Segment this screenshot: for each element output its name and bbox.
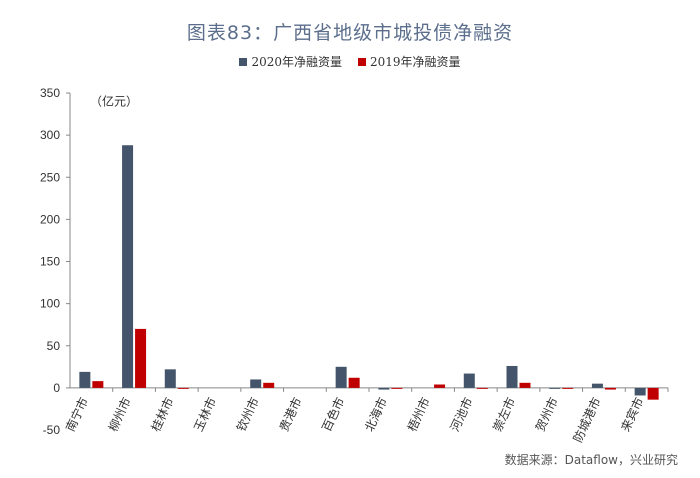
bar-2020 bbox=[164, 369, 176, 388]
source-note: 数据来源：Dataflow，兴业研究 bbox=[504, 453, 678, 467]
y-unit-label: （亿元） bbox=[90, 94, 138, 109]
bar-2020 bbox=[463, 373, 475, 388]
y-tick-label: 250 bbox=[40, 170, 60, 184]
y-tick-label: 350 bbox=[40, 86, 60, 100]
bar-2020 bbox=[591, 383, 603, 388]
bar-2020 bbox=[335, 366, 347, 388]
x-category-label: 南宁市 bbox=[62, 395, 91, 434]
x-category-label: 防城港市 bbox=[570, 395, 604, 445]
bar-2020 bbox=[549, 387, 561, 389]
bar-2019 bbox=[647, 387, 659, 400]
legend-item-2019: 2019年净融资量 bbox=[358, 53, 461, 70]
y-tick-label: 0 bbox=[53, 381, 60, 395]
x-category-label: 钦州市 bbox=[233, 395, 262, 434]
bar-2019 bbox=[476, 387, 488, 389]
x-category-label: 贵港市 bbox=[276, 395, 305, 434]
bar-2019 bbox=[348, 377, 360, 388]
bar-2019 bbox=[391, 387, 403, 389]
x-category-label: 贺州市 bbox=[532, 395, 561, 434]
bar-2020 bbox=[250, 379, 262, 388]
legend-label-2020: 2020年净融资量 bbox=[251, 55, 342, 69]
x-category-label: 梧州市 bbox=[404, 395, 433, 434]
bar-2020 bbox=[634, 387, 646, 396]
bar-2019 bbox=[177, 387, 189, 389]
legend-swatch-2019 bbox=[358, 57, 366, 66]
y-tick-label: -50 bbox=[43, 423, 61, 437]
bar-2019 bbox=[434, 384, 446, 388]
bar-2020 bbox=[79, 371, 91, 388]
bar-2019 bbox=[562, 387, 574, 389]
bar-2019 bbox=[604, 387, 616, 390]
bar-2020 bbox=[506, 365, 518, 388]
x-category-label: 河池市 bbox=[447, 395, 476, 434]
x-category-label: 崇左市 bbox=[489, 395, 518, 434]
x-category-label: 桂林市 bbox=[148, 395, 177, 434]
legend-label-2019: 2019年净融资量 bbox=[370, 55, 461, 69]
x-category-label: 百色市 bbox=[319, 395, 348, 434]
bar-2019 bbox=[135, 328, 147, 388]
y-tick-label: 100 bbox=[40, 297, 60, 311]
bar-2019 bbox=[519, 382, 531, 388]
legend: 2020年净融资量 2019年净融资量 bbox=[0, 53, 700, 70]
chart-title: 图表83：广西省地级市城投债净融资 bbox=[186, 22, 514, 44]
x-category-label: 北海市 bbox=[361, 395, 390, 434]
y-tick-label: 50 bbox=[47, 339, 61, 353]
x-category-label: 来宾市 bbox=[618, 395, 647, 434]
y-tick-label: 300 bbox=[40, 128, 60, 142]
legend-item-2020: 2020年净融资量 bbox=[239, 53, 342, 70]
legend-swatch-2020 bbox=[239, 57, 248, 66]
bar-2020 bbox=[122, 145, 134, 388]
x-category-label: 柳州市 bbox=[105, 395, 134, 434]
x-category-label: 玉林市 bbox=[190, 395, 219, 434]
bar-2019 bbox=[92, 381, 104, 388]
bar-2019 bbox=[263, 382, 275, 388]
y-tick-label: 200 bbox=[40, 212, 60, 226]
bar-2020 bbox=[378, 387, 390, 390]
y-tick-label: 150 bbox=[40, 255, 60, 269]
